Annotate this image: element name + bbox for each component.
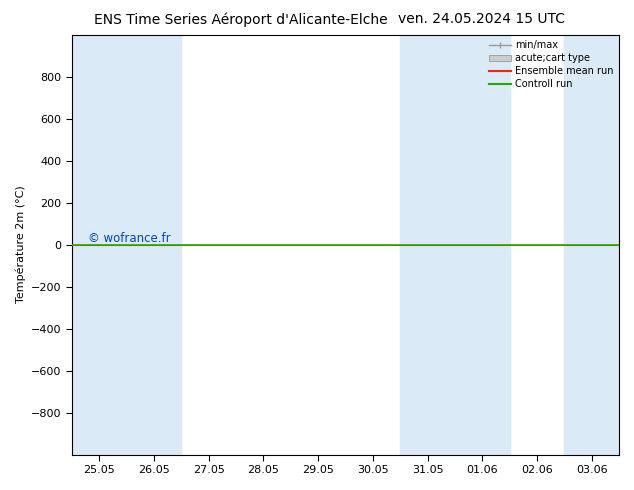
Bar xyxy=(564,35,634,455)
Text: © wofrance.fr: © wofrance.fr xyxy=(88,232,171,245)
Bar xyxy=(400,35,510,455)
Text: ven. 24.05.2024 15 UTC: ven. 24.05.2024 15 UTC xyxy=(398,12,566,26)
Y-axis label: Température 2m (°C): Température 2m (°C) xyxy=(15,186,25,303)
Legend: min/max, acute;cart type, Ensemble mean run, Controll run: min/max, acute;cart type, Ensemble mean … xyxy=(486,37,617,93)
Text: ENS Time Series Aéroport d'Alicante-Elche: ENS Time Series Aéroport d'Alicante-Elch… xyxy=(94,12,388,27)
Bar xyxy=(72,35,181,455)
